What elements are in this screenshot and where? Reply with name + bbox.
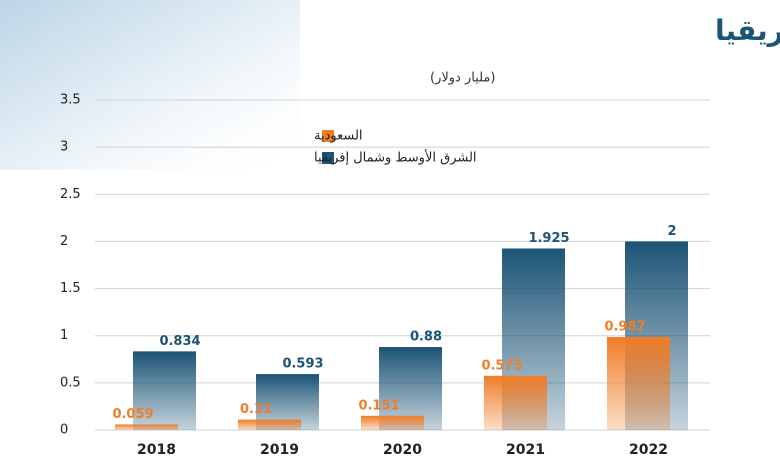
value-label: 0.987 — [604, 319, 645, 334]
value-label: 0.11 — [240, 402, 272, 417]
legend-swatch — [322, 130, 334, 142]
legend-label: الشرق الأوسط وشمال إفريقيا — [314, 149, 477, 166]
x-tick-label: 2020 — [383, 442, 422, 458]
x-tick-label: 2018 — [137, 442, 176, 458]
value-label: 0.834 — [159, 334, 200, 349]
y-tick-label: 0.5 — [60, 375, 81, 390]
bar — [238, 419, 301, 430]
x-tick-label: 2019 — [260, 442, 299, 458]
y-tick-label: 3 — [60, 140, 68, 155]
legend-label: السعودية — [314, 129, 363, 144]
x-tick-label: 2022 — [629, 442, 668, 458]
y-tick-label: 1 — [60, 328, 68, 343]
chart-title: في الشرق الأوسط وشمال إفريقيا — [715, 13, 780, 48]
bar — [133, 351, 196, 430]
value-label: 0.593 — [282, 357, 323, 372]
header-image — [0, 0, 300, 170]
value-label: 0.88 — [410, 330, 442, 345]
bar — [361, 415, 424, 430]
unit-label: (مليار دولار) — [430, 71, 495, 86]
y-tick-label: 2.5 — [60, 187, 81, 202]
bar — [607, 336, 670, 430]
bar — [115, 424, 178, 430]
legend-swatch — [322, 152, 334, 164]
y-tick-label: 2 — [60, 234, 68, 249]
y-tick-label: 1.5 — [60, 281, 81, 296]
value-label: 0.151 — [358, 398, 399, 413]
y-tick-label: 3.5 — [60, 93, 81, 108]
value-label: 1.925 — [528, 231, 569, 246]
value-label: 0.575 — [481, 358, 522, 373]
x-tick-label: 2021 — [506, 442, 545, 458]
bar — [484, 375, 547, 430]
value-label: 0.059 — [112, 407, 153, 422]
y-tick-label: 0 — [60, 423, 68, 438]
value-label: 2 — [667, 224, 676, 239]
